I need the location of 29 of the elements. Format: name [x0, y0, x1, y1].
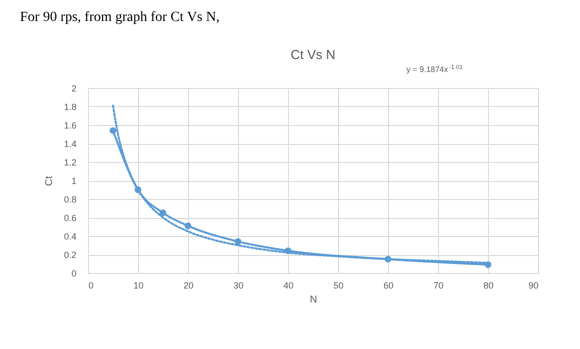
x-tick-label: 10 [133, 280, 144, 290]
y-tick-label: 0 [71, 268, 76, 278]
x-tick-label: 80 [483, 280, 494, 290]
y-tick-label: 1 [71, 176, 76, 186]
y-tick-label: 1.4 [64, 139, 76, 149]
y-tick-label: 2 [71, 84, 76, 94]
point [160, 210, 166, 216]
y-axis-title: Ct [44, 176, 55, 186]
chart-title: Ct Vs N [290, 47, 336, 62]
y-tick-label: 0.2 [64, 250, 76, 260]
y-tick-label: 0.8 [64, 194, 76, 204]
point [234, 238, 242, 245]
y-tick-label: 1.8 [64, 102, 76, 112]
y-tick-label: 0.4 [64, 232, 76, 242]
y-tick-label: 1.6 [64, 120, 76, 130]
y-tick-label: 1.2 [64, 158, 76, 168]
point [184, 222, 192, 230]
x-tick-label: 50 [333, 280, 344, 290]
x-tick-label: 90 [528, 280, 538, 290]
point [110, 127, 116, 134]
x-tick-label: 30 [233, 280, 244, 290]
y-tick-label: 0.6 [64, 213, 76, 223]
x-tick-label: 20 [183, 280, 194, 290]
x-tick-label: 0 [88, 280, 94, 290]
x-tick-label: 60 [383, 280, 394, 290]
x-tick-label: 40 [283, 280, 294, 290]
text: For 90 rps, from graph for Ct Vs N, [20, 10, 220, 25]
x-tick-label: 70 [433, 280, 444, 290]
x-axis-title: N [310, 294, 318, 306]
